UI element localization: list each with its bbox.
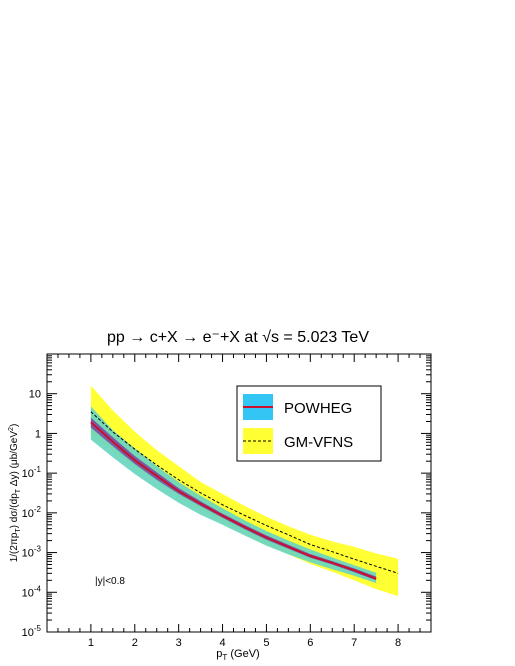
x-tick-label: 6: [307, 637, 313, 649]
y-tick-label: 10-1: [22, 465, 42, 480]
band-overlap-tint: [90, 406, 377, 584]
gmvfns-band: [90, 385, 399, 597]
legend-entry-powheg: POWHEG: [243, 394, 352, 420]
y-axis-label: 1/(2πpT) dσ/(dpT Δy) (μb/GeV2): [8, 424, 22, 563]
x-tick-label: 3: [176, 637, 182, 649]
x-tick-label: 1: [88, 637, 94, 649]
x-tick-label: 5: [263, 637, 269, 649]
powheg-line: [90, 421, 377, 580]
powheg-band: [90, 406, 377, 584]
x-tick-label: 2: [132, 637, 138, 649]
chart-title: pp → c+X → e⁻+X at √s = 5.023 TeV: [107, 329, 369, 346]
x-axis-label: pT (GeV): [216, 648, 259, 662]
y-tick-label: 10-4: [22, 584, 42, 599]
y-tick-label: 10-3: [22, 545, 42, 560]
legend-powheg-label: POWHEG: [284, 400, 352, 417]
y-tick-label: 10-5: [22, 624, 42, 639]
y-tick-label: 10-2: [22, 505, 42, 520]
x-tick-label: 4: [219, 637, 225, 649]
x-tick-label: 8: [395, 637, 401, 649]
lines-layer: [90, 411, 399, 580]
bands-layer: [90, 385, 399, 597]
legend: POWHEG GM-VFNS: [236, 385, 382, 462]
y-tick-label: 10: [29, 389, 41, 401]
y-tick-label: 1: [35, 428, 41, 440]
x-tick-label: 7: [351, 637, 357, 649]
legend-entry-gmvfns: GM-VFNS: [243, 428, 353, 454]
plot-frame: [46, 353, 432, 633]
legend-gmvfns-label: GM-VFNS: [284, 434, 353, 451]
gmvfns-line: [90, 411, 399, 574]
rapidity-annotation: |y|<0.8: [95, 576, 125, 587]
ticks-layer: [47, 353, 431, 633]
